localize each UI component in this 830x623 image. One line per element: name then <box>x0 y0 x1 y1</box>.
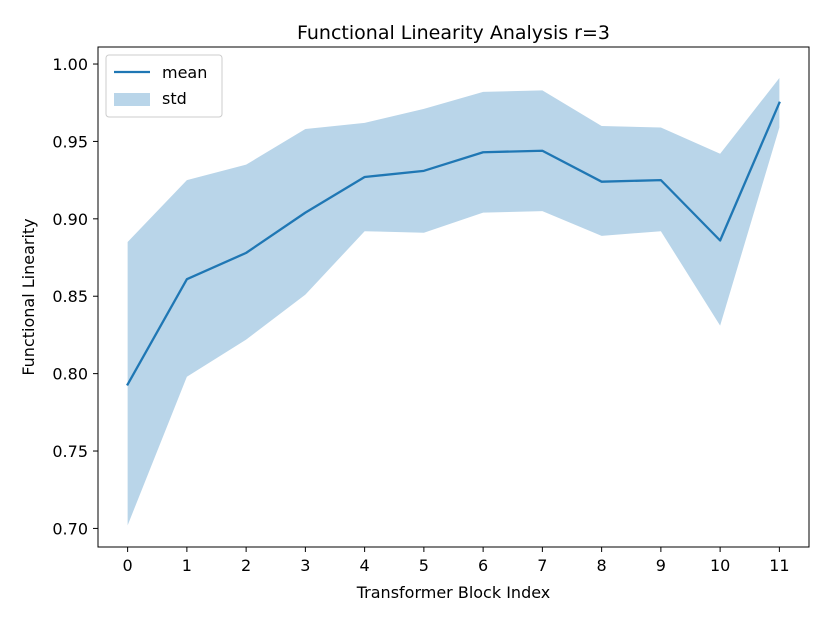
legend-mean-label: mean <box>162 63 207 82</box>
y-tick-label: 0.70 <box>52 519 88 538</box>
x-tick-label: 2 <box>241 556 251 575</box>
x-tick-label: 3 <box>300 556 310 575</box>
mean-line <box>126 101 781 387</box>
legend: mean std <box>105 54 223 118</box>
x-tick-label: 8 <box>597 556 607 575</box>
y-tick-label: 0.95 <box>52 132 88 151</box>
x-axis-label: Transformer Block Index <box>356 583 551 602</box>
legend-std-swatch <box>114 93 150 106</box>
x-tick-label: 10 <box>710 556 730 575</box>
x-tick-label: 11 <box>769 556 789 575</box>
plot-area <box>97 46 810 548</box>
legend-std-label: std <box>162 89 187 108</box>
y-tick-label: 0.75 <box>52 442 88 461</box>
plot-frame <box>97 46 810 548</box>
y-tick-label: 0.80 <box>52 365 88 384</box>
chart-title: Functional Linearity Analysis r=3 <box>297 22 610 44</box>
x-tick-label: 0 <box>123 556 133 575</box>
x-tick-label: 1 <box>182 556 192 575</box>
y-axis-label: Functional Linearity <box>19 218 38 375</box>
std-band <box>127 77 780 526</box>
x-tick-label: 9 <box>656 556 666 575</box>
x-tick-label: 4 <box>360 556 370 575</box>
x-tick-label: 6 <box>478 556 488 575</box>
y-axis-ticks: 0.70 0.75 0.80 0.85 0.90 0.95 1.00 <box>52 55 98 538</box>
y-tick-label: 0.90 <box>52 210 88 229</box>
x-tick-label: 7 <box>537 556 547 575</box>
x-tick-label: 5 <box>419 556 429 575</box>
y-tick-label: 0.85 <box>52 287 88 306</box>
x-axis-ticks: 0 1 2 3 4 5 6 7 8 9 10 11 <box>123 547 790 575</box>
y-tick-label: 1.00 <box>52 55 88 74</box>
